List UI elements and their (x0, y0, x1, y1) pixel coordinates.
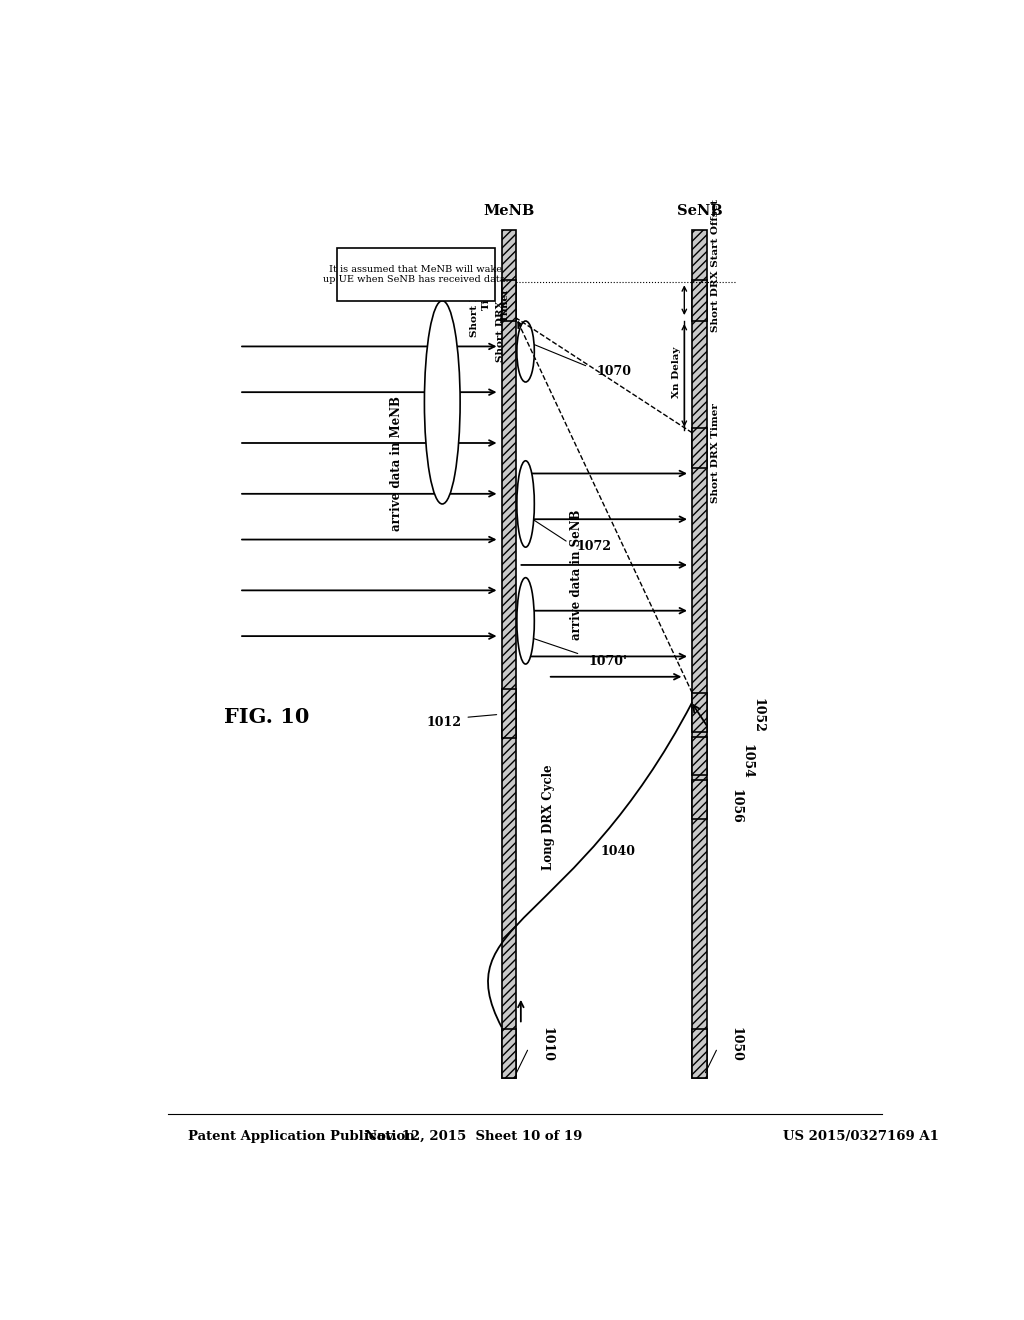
Text: 1012: 1012 (426, 715, 461, 729)
Text: 1010: 1010 (541, 1027, 554, 1063)
Text: 1052: 1052 (752, 698, 765, 733)
Text: SeNB: SeNB (677, 205, 722, 218)
Text: Long DRX Cycle: Long DRX Cycle (542, 764, 555, 870)
Text: arrive data in SeNB: arrive data in SeNB (570, 510, 583, 640)
Ellipse shape (517, 461, 535, 548)
Bar (502, 230, 516, 1078)
Text: 1056: 1056 (729, 789, 742, 824)
Text: Short DRX Timer: Short DRX Timer (712, 403, 720, 503)
Ellipse shape (517, 321, 535, 381)
Text: Patent Application Publication: Patent Application Publication (187, 1130, 415, 1143)
Bar (502, 1030, 516, 1078)
Bar (692, 693, 707, 731)
Ellipse shape (424, 301, 460, 504)
Bar (692, 780, 707, 818)
Text: 1040: 1040 (600, 845, 635, 858)
Bar (692, 230, 707, 1078)
Text: 1050: 1050 (729, 1027, 742, 1063)
Text: Short DRX Start Offset: Short DRX Start Offset (712, 198, 720, 331)
Bar (502, 280, 516, 321)
Text: 1072: 1072 (577, 540, 611, 553)
Text: It is assumed that MeNB will wake
up UE when SeNB has received data.: It is assumed that MeNB will wake up UE … (323, 264, 509, 284)
Text: 1054: 1054 (740, 743, 754, 779)
Text: FIG. 10: FIG. 10 (224, 708, 309, 727)
Bar (692, 280, 707, 321)
Bar (502, 689, 516, 738)
Ellipse shape (517, 578, 535, 664)
FancyBboxPatch shape (337, 248, 495, 301)
Bar (692, 428, 707, 469)
Bar (692, 1030, 707, 1078)
Text: 1070': 1070' (588, 655, 628, 668)
Text: Xn Delay: Xn Delay (672, 346, 681, 397)
Bar (692, 737, 707, 775)
Text: 1070: 1070 (596, 366, 631, 379)
Text: Timer: Timer (501, 288, 510, 322)
Text: Short DRX: Short DRX (496, 301, 505, 362)
Text: Short DRX
Timer: Short DRX Timer (470, 275, 490, 337)
Text: MeNB: MeNB (483, 205, 535, 218)
Text: arrive data in MeNB: arrive data in MeNB (390, 396, 402, 531)
Text: US 2015/0327169 A1: US 2015/0327169 A1 (782, 1130, 939, 1143)
Text: Nov. 12, 2015  Sheet 10 of 19: Nov. 12, 2015 Sheet 10 of 19 (365, 1130, 582, 1143)
